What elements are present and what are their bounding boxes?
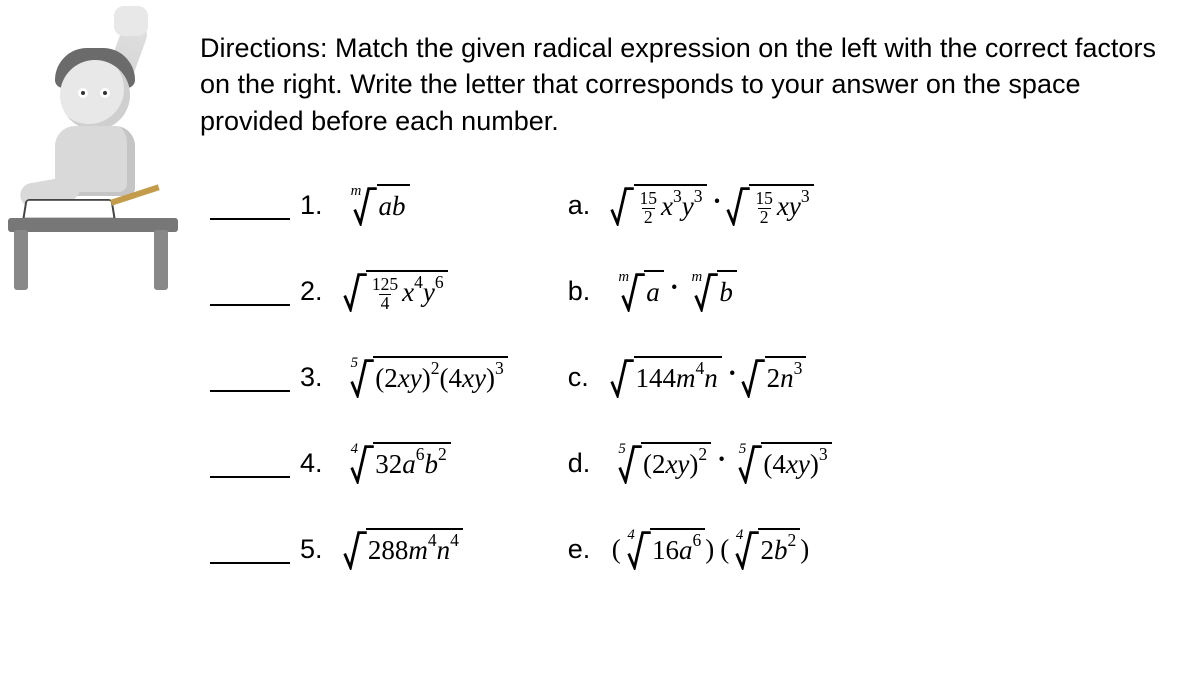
choice-letter: c. xyxy=(568,362,598,393)
left-item-5: 5. 288m4n4 xyxy=(210,523,508,575)
student-illustration xyxy=(0,30,200,310)
item-number: 5. xyxy=(300,534,330,565)
right-item-a: a. 152 x3y3 · xyxy=(568,179,832,231)
worksheet: 1. m ab 2. xyxy=(200,179,1160,575)
left-item-3: 3. 5 (2xy)2(4xy)3 xyxy=(210,351,508,403)
right-item-b: b. m a · m xyxy=(568,265,832,317)
right-item-c: c. 144m4n · xyxy=(568,351,832,403)
answer-blank[interactable] xyxy=(210,279,290,306)
directions-text: Directions: Match the given radical expr… xyxy=(200,30,1160,139)
right-item-d: d. 5 (2xy)2 · xyxy=(568,437,832,489)
answer-blank[interactable] xyxy=(210,365,290,392)
item-number: 2. xyxy=(300,276,330,307)
left-item-4: 4. 4 32a6b2 xyxy=(210,437,508,489)
item-number: 3. xyxy=(300,362,330,393)
left-item-1: 1. m ab xyxy=(210,179,508,231)
choice-letter: d. xyxy=(568,448,598,479)
choice-letter: b. xyxy=(568,276,598,307)
right-column: a. 152 x3y3 · xyxy=(568,179,832,575)
answer-blank[interactable] xyxy=(210,451,290,478)
right-item-e: e. ( 4 16a6 ) xyxy=(568,523,832,575)
answer-blank[interactable] xyxy=(210,193,290,220)
left-column: 1. m ab 2. xyxy=(210,179,508,575)
item-number: 1. xyxy=(300,190,330,221)
item-number: 4. xyxy=(300,448,330,479)
choice-letter: e. xyxy=(568,534,598,565)
answer-blank[interactable] xyxy=(210,537,290,564)
choice-letter: a. xyxy=(568,190,598,221)
left-item-2: 2. 125 4 x4y6 xyxy=(210,265,508,317)
